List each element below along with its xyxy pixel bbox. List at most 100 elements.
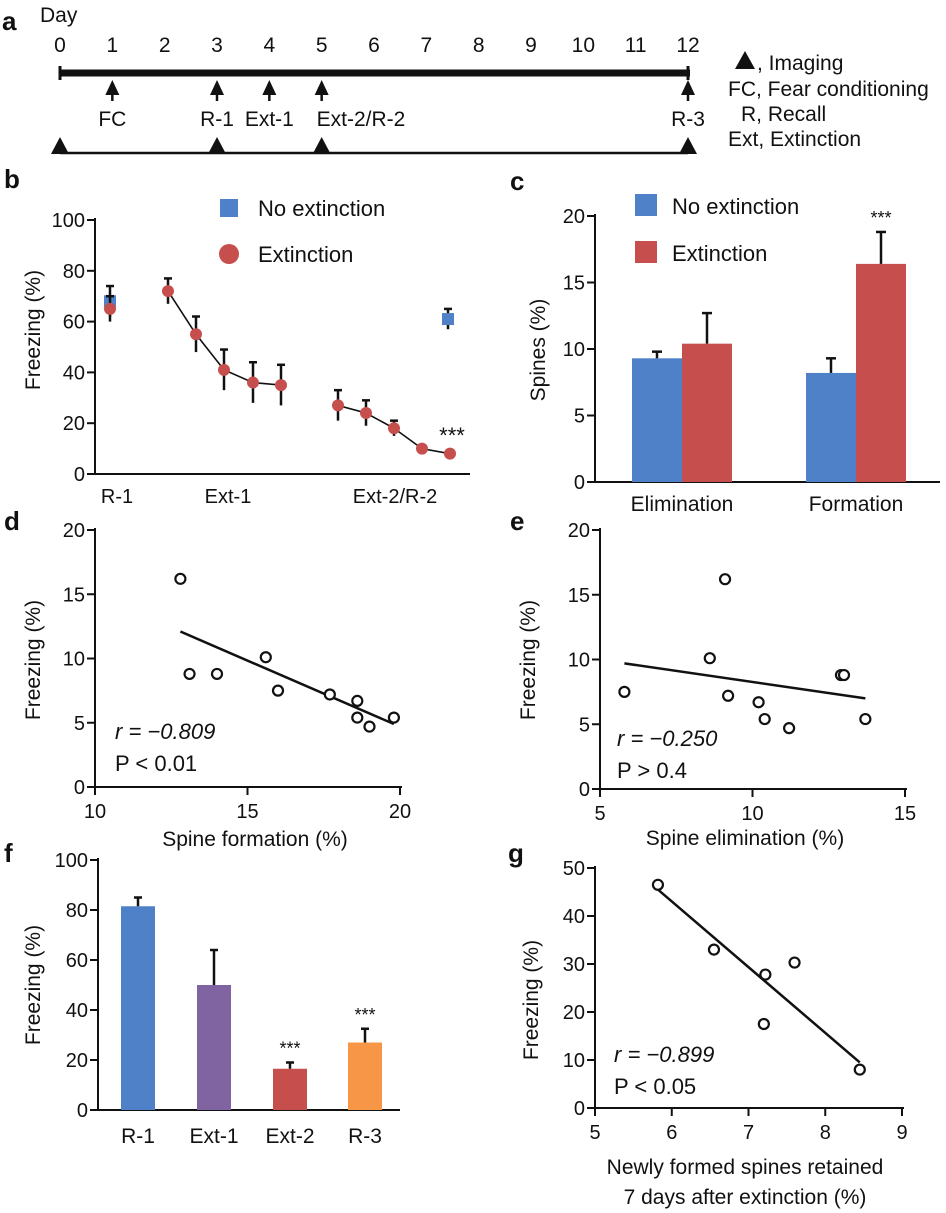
data-point <box>752 696 765 709</box>
imaging-triangle-icon <box>51 137 69 154</box>
y-axis-label: Freezing (%) <box>22 270 45 390</box>
significance-stars: *** <box>279 1039 300 1059</box>
x-tick-label: 7 <box>743 1122 754 1144</box>
extinction-point <box>360 407 372 420</box>
data-point <box>618 685 631 698</box>
data-point <box>703 652 716 665</box>
bar <box>273 1068 307 1110</box>
legend-swatch-extinction <box>635 241 657 263</box>
extinction-point <box>388 422 400 435</box>
data-point <box>183 667 196 681</box>
chart-f-freezing-bars: 0 20 40 60 80 100 Freezing (%) R-1 Ext-1 Ext-2 R-3… <box>22 850 400 1148</box>
extinction-point <box>162 285 174 298</box>
y-tick-label: 60 <box>63 312 85 334</box>
event-label: Ext-2/R-2 <box>317 108 406 131</box>
timeline-day-number: 4 <box>263 34 275 57</box>
data-point <box>210 667 224 681</box>
regression-line <box>657 888 861 1064</box>
y-tick-label: 20 <box>563 206 585 228</box>
data-point <box>718 573 732 586</box>
bar <box>632 358 682 482</box>
timeline-day-number: 6 <box>368 34 380 57</box>
legend-imaging: , Imaging <box>757 52 843 75</box>
x-category-label: Formation <box>809 493 904 516</box>
event-arrow-icon <box>314 80 329 95</box>
y-tick-label: 10 <box>63 649 85 671</box>
bar <box>682 343 732 482</box>
y-tick-label: 5 <box>574 406 585 428</box>
y-tick-label: 20 <box>63 413 85 435</box>
legend-swatch-no-extinction <box>635 194 657 216</box>
bar <box>806 372 856 482</box>
stat-r: r = −0.809 <box>115 719 215 744</box>
y-tick-label: 10 <box>563 339 585 361</box>
panel-label-f: f <box>4 838 13 868</box>
significance-stars: *** <box>354 1005 375 1025</box>
timeline-legend: , Imaging FC, Fear conditioning R, Recal… <box>728 51 929 151</box>
y-tick-label: 20 <box>563 1002 585 1024</box>
x-category-label: Ext-2 <box>265 1125 314 1148</box>
x-tick-label: 5 <box>589 1122 600 1144</box>
imaging-triangle-icon <box>735 51 755 69</box>
data-point <box>758 712 771 726</box>
y-tick-label: 20 <box>63 520 85 542</box>
x-tick-label: 8 <box>820 1122 831 1144</box>
x-tick-label: 9 <box>896 1122 907 1144</box>
x-category-label: R-3 <box>348 1125 382 1148</box>
y-tick-label: 40 <box>563 906 585 928</box>
panel-labels: a b c d e f g <box>2 6 524 868</box>
timeline-day-number: 10 <box>572 34 595 57</box>
data-point <box>721 689 735 702</box>
data-point <box>363 720 376 733</box>
timeline-day-number: 5 <box>316 34 328 57</box>
y-tick-label: 5 <box>74 713 85 735</box>
x-axis-label-line2: 7 days after extinction (%) <box>624 1186 867 1209</box>
x-tick-label: 15 <box>894 803 916 825</box>
legend-label-extinction: Extinction <box>672 241 767 266</box>
y-axis-label: Freezing (%) <box>517 600 540 720</box>
stat-p: P < 0.01 <box>115 751 197 776</box>
legend-extinction: Ext, Extinction <box>728 128 861 151</box>
chart-b-freezing-timecourse: 0 20 40 60 80 100 Freezing (%) R-1 Ext-1 Ext-2/R-… <box>22 196 470 508</box>
legend-fear-conditioning: FC, Fear conditioning <box>728 78 929 101</box>
imaging-triangle-icon <box>679 137 697 154</box>
y-tick-label: 10 <box>568 650 590 672</box>
stat-r: r = −0.250 <box>617 726 718 751</box>
timeline-day-label: Day <box>40 4 78 27</box>
data-point <box>782 722 796 735</box>
data-point <box>788 956 801 969</box>
data-point <box>707 943 721 956</box>
no-extinction-point <box>442 313 454 326</box>
data-point <box>757 1017 770 1031</box>
y-tick-label: 80 <box>63 261 85 283</box>
data-point <box>859 712 872 726</box>
event-label: Ext-1 <box>245 108 294 131</box>
y-tick-label: 60 <box>66 950 88 972</box>
imaging-triangle-icon <box>312 137 331 154</box>
data-point <box>271 684 285 697</box>
panel-label-a: a <box>2 6 17 36</box>
x-tick-label: 15 <box>236 801 258 823</box>
timeline-day-number: 0 <box>54 34 66 57</box>
chart-g-retained-scatter: 0 10 20 30 40 50 5 6 7 8 9 Freezing (%) Newly formed… <box>520 858 908 1209</box>
event-arrow-icon <box>210 80 224 95</box>
event-arrow-icon <box>262 80 277 95</box>
data-point <box>259 651 272 664</box>
timeline-day-number: 7 <box>420 34 432 57</box>
data-point <box>174 572 187 585</box>
y-tick-label: 40 <box>66 1000 88 1022</box>
y-tick-label: 50 <box>563 858 585 880</box>
timeline-day-number: 12 <box>676 34 699 57</box>
extinction-point <box>218 363 230 376</box>
x-group-label: R-1 <box>101 486 133 508</box>
data-point <box>351 694 364 708</box>
regression-line <box>179 630 395 726</box>
y-tick-label: 0 <box>74 464 85 486</box>
extinction-point <box>104 302 116 315</box>
panel-label-g: g <box>508 838 524 868</box>
timeline-day-number: 2 <box>159 34 171 57</box>
legend-label-no-extinction: No extinction <box>258 196 385 221</box>
y-tick-label: 15 <box>568 585 590 607</box>
y-tick-label: 20 <box>66 1050 88 1072</box>
